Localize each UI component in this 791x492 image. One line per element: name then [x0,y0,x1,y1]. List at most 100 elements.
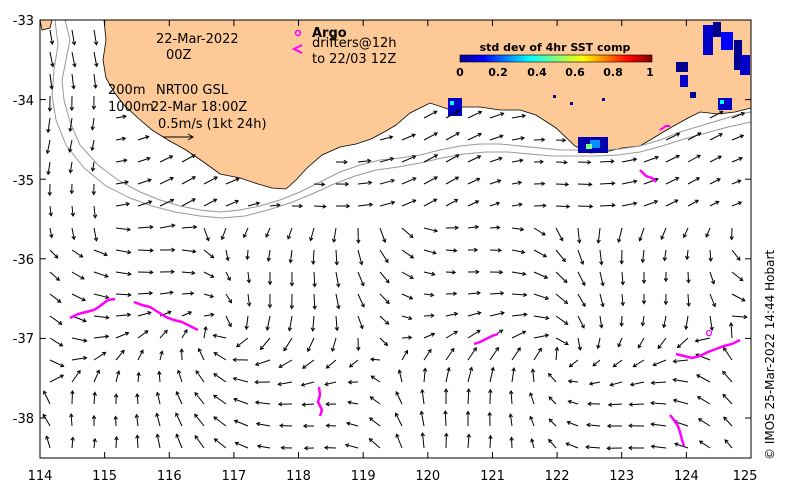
current-vector-head [542,203,547,208]
current-vector [333,227,337,243]
current-vector-head [411,133,416,138]
current-vector-head [592,362,597,367]
current-vector [313,205,326,208]
current-vector-head [228,299,232,304]
current-vector [548,373,557,383]
current-vector [531,438,535,449]
current-vector-head [466,388,471,393]
current-vector [396,434,403,449]
current-vector-head [653,199,659,205]
current-vector-head [446,366,451,372]
current-vector-head [455,154,460,159]
current-vector [421,389,425,405]
current-vector-head [126,312,132,318]
current-vector-head [539,159,544,165]
current-vector [589,381,601,385]
current-vector [115,293,131,296]
current-vector [137,135,149,141]
current-vector [687,132,702,141]
current-vector-head [390,200,396,205]
current-vector-head [427,348,432,354]
current-vector-head [686,302,691,307]
current-vector [47,161,51,175]
current-vector [665,177,679,185]
contour-200m [61,20,751,213]
current-vector [379,271,390,284]
current-vector [176,391,183,405]
product-label: NRT00 GSL [156,83,229,98]
current-vector-head [473,247,479,253]
drifters-line1: drifters@12h [312,36,397,51]
current-vector-head [564,341,569,345]
current-vector [49,374,64,383]
current-vector-head [384,258,389,264]
current-vector [71,51,76,67]
current-vector-head [255,201,261,206]
current-vector [709,293,716,307]
current-vector-head [451,270,457,275]
current-vector [214,438,227,449]
current-vector-head [477,311,482,316]
current-vector-head [245,255,250,261]
current-vector [533,227,546,236]
current-vector [599,293,604,307]
current-vector [687,293,690,307]
current-vector-head [420,388,425,394]
current-vector-head [325,423,330,428]
current-vector [159,329,168,339]
current-vector [548,396,557,405]
current-vector [43,390,51,405]
current-vector-head [300,382,306,387]
x-tick-label: 122 [545,469,570,484]
current-vector-head [68,169,73,174]
current-vector-head [641,300,647,305]
x-tick-label: 123 [609,469,634,484]
current-vector-head [197,347,202,353]
drifter-tracks [69,125,741,447]
current-vector-head [619,260,624,265]
current-vector-head [544,333,550,338]
current-vector [621,271,624,285]
colorbar-gradient [459,54,653,63]
current-vector [697,396,711,405]
colorbar-tick: 0.8 [603,66,623,79]
current-vector [548,439,557,449]
current-vector [639,227,645,241]
current-vector [159,224,175,229]
current-vector [548,418,557,427]
current-vector [221,227,227,240]
current-vector [709,133,723,141]
current-vector-head [104,273,109,278]
current-vector-head [587,401,592,407]
current-vector [181,154,196,163]
current-vector [510,390,513,405]
current-vector [269,204,280,207]
current-vector [379,136,393,141]
current-vector-head [468,366,474,371]
current-vector [731,271,744,281]
current-vector-head [705,233,710,238]
current-vector-head [175,433,180,438]
current-vector-head [69,190,75,195]
current-vector-head [577,346,582,351]
current-vector-head [70,436,75,441]
current-vector [115,350,125,361]
current-vector-head [213,176,218,181]
current-vector [225,315,232,327]
current-vector [93,351,106,361]
current-vector-head [46,170,51,176]
colorbar-tick: 0.4 [527,66,547,79]
current-vector [630,381,645,386]
current-vector-head [617,238,622,243]
current-vector [289,249,293,263]
current-vector [159,199,174,207]
current-vector [302,359,315,369]
current-vector [181,176,196,185]
current-vector-head [276,202,281,208]
current-vector-head [70,212,76,217]
current-vector-head [739,134,745,139]
current-vector [467,200,479,207]
current-vector [47,117,51,133]
current-vector [592,359,601,367]
current-vector [71,227,75,240]
